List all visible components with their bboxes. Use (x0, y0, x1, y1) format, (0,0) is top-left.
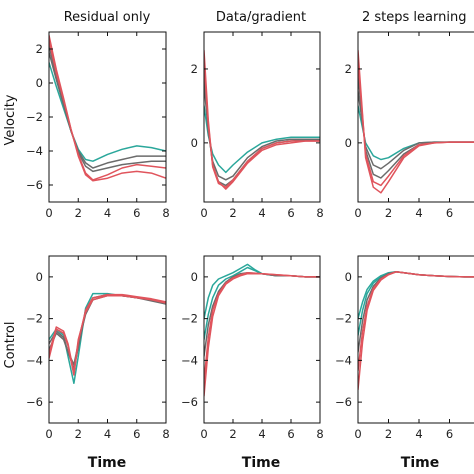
series-line-1 (49, 61, 166, 162)
plot-frame (357, 31, 474, 203)
panel-3: 0 2 4 6 2 0 (345, 31, 474, 220)
x-tick-label: 2 (75, 206, 82, 220)
x-tick-label: 2 (75, 427, 82, 441)
series-line-3 (49, 294, 166, 366)
x-tick-label: 6 (133, 427, 140, 441)
xlabel-col2: Time (242, 455, 280, 471)
y-tick-label: −6 (26, 395, 43, 409)
panel-3-curves (358, 49, 474, 194)
y-tick-label: 0 (36, 76, 43, 90)
panel-2: 0 2 4 6 8 2 0 (191, 31, 324, 220)
y-tick-label: −6 (26, 178, 43, 192)
y-tick-label: 0 (36, 270, 43, 284)
panel-4: 0 2 4 6 8 0 −2 −4 −6 (26, 255, 170, 441)
plot-frame (203, 31, 321, 203)
panel-5: 0 2 4 6 8 0 −2 −4 −6 (181, 255, 324, 441)
x-tick-label: 6 (133, 206, 140, 220)
series-line-4 (204, 60, 320, 190)
panel-5-curves (204, 263, 320, 397)
y-tick-label: −4 (26, 144, 43, 158)
y-tick-label: −2 (26, 312, 43, 326)
y-tick-label: 2 (191, 62, 198, 76)
series-line-4 (49, 294, 166, 374)
x-tick-label: 8 (162, 427, 169, 441)
x-tick-label: 6 (287, 206, 294, 220)
series-line-1 (204, 105, 320, 174)
series-line-5 (49, 293, 166, 376)
x-tick-label: 2 (385, 427, 392, 441)
panel-6-curves (358, 270, 474, 391)
series-line-2 (358, 270, 474, 337)
y-tick-label: −4 (26, 353, 43, 367)
x-tick-label: 8 (162, 206, 169, 220)
panel-2-curves (204, 49, 320, 190)
x-tick-label: 8 (316, 206, 323, 220)
series-line-5 (358, 49, 474, 194)
y-tick-label: 0 (345, 136, 352, 150)
x-tick-label: 2 (385, 206, 392, 220)
y-tick-label: 0 (191, 136, 198, 150)
x-tick-label: 4 (258, 206, 265, 220)
x-tick-label: 0 (45, 427, 52, 441)
x-tick-label: 0 (200, 427, 207, 441)
series-line-1 (358, 270, 474, 320)
y-tick-label: −4 (181, 353, 198, 367)
y-tick-label: −2 (335, 312, 352, 326)
row-label-control: Control (3, 322, 18, 369)
x-tick-label: 2 (229, 427, 236, 441)
y-tick-label: −4 (335, 353, 352, 367)
series-line-3 (358, 270, 474, 353)
x-tick-label: 0 (200, 206, 207, 220)
series-line-2 (49, 293, 166, 370)
x-tick-label: 4 (415, 206, 422, 220)
panel-1-curves (49, 34, 166, 182)
col-title-2-steps: 2 steps learning (362, 10, 466, 25)
series-line-4 (204, 271, 320, 383)
series-line-3 (358, 75, 474, 179)
x-tick-label: 0 (354, 427, 361, 441)
x-tick-label: 4 (258, 427, 265, 441)
y-tick-label: −6 (335, 395, 352, 409)
x-tick-label: 4 (104, 427, 111, 441)
row-label-velocity: Velocity (3, 94, 18, 145)
series-line-5 (204, 49, 320, 188)
col-title-data-gradient: Data/gradient (216, 10, 306, 25)
x-tick-label: 6 (446, 427, 453, 441)
x-tick-label: 0 (354, 206, 361, 220)
y-tick-label: 2 (345, 62, 352, 76)
y-tick-label: 0 (191, 270, 198, 284)
x-tick-label: 6 (287, 427, 294, 441)
plot-frame (203, 255, 321, 424)
x-tick-label: 6 (446, 206, 453, 220)
x-tick-label: 4 (415, 427, 422, 441)
y-tick-label: 2 (36, 42, 43, 56)
col-title-residual: Residual only (64, 10, 151, 25)
series-line-2 (204, 82, 320, 181)
series-line-1 (358, 105, 474, 161)
panel-6: 0 2 4 6 0 −2 −4 −6 (335, 255, 474, 441)
y-tick-label: 0 (345, 270, 352, 284)
y-tick-label: −2 (26, 110, 43, 124)
series-line-3 (204, 271, 320, 357)
x-tick-label: 8 (316, 427, 323, 441)
panel-4-curves (49, 292, 166, 385)
series-line-5 (49, 34, 166, 182)
series-line-3 (49, 44, 166, 173)
x-tick-label: 4 (104, 206, 111, 220)
y-tick-label: −2 (181, 312, 198, 326)
y-tick-label: −6 (181, 395, 198, 409)
panel-1: 0 2 4 6 8 2 0 −2 −4 −6 (26, 31, 170, 220)
series-line-5 (204, 272, 320, 397)
x-tick-label: 2 (229, 206, 236, 220)
xlabel-col1: Time (88, 455, 126, 471)
series-line-5 (358, 271, 474, 391)
x-tick-label: 0 (45, 206, 52, 220)
xlabel-col3: Time (401, 455, 439, 471)
